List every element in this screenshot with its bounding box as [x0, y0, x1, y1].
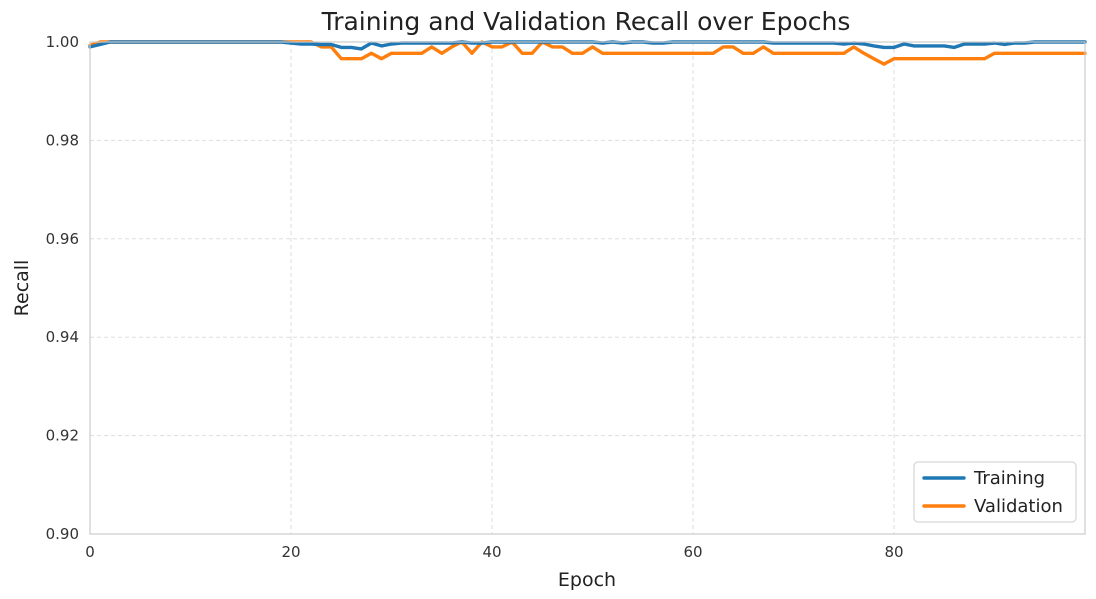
- y-tick-label: 0.92: [46, 427, 79, 445]
- y-tick-label: 0.90: [46, 525, 79, 543]
- y-tick-labels: 0.90 0.92 0.94 0.96 0.98 1.00: [46, 33, 79, 543]
- plot-frame: [89, 41, 1086, 535]
- grid-lines: [90, 42, 1085, 534]
- legend: Training Validation: [913, 461, 1077, 523]
- x-axis-label: Epoch: [558, 569, 616, 591]
- x-tick-label: 20: [281, 543, 300, 561]
- legend-label-validation: Validation: [974, 496, 1063, 517]
- x-tick-labels: 0 20 40 60 80: [85, 543, 903, 561]
- x-tick-label: 60: [683, 543, 702, 561]
- y-axis-label: Recall: [11, 260, 33, 317]
- y-tick-label: 1.00: [46, 33, 79, 51]
- x-tick-label: 40: [482, 543, 501, 561]
- y-tick-label: 0.94: [46, 328, 79, 346]
- y-tick-label: 0.96: [46, 230, 79, 248]
- series-line-training: [88, 40, 1087, 51]
- x-tick-label: 0: [85, 543, 95, 561]
- x-tick-label: 80: [884, 543, 903, 561]
- legend-label-training: Training: [973, 468, 1045, 489]
- y-tick-label: 0.98: [46, 131, 79, 149]
- chart-title: Training and Validation Recall over Epoc…: [321, 7, 851, 36]
- series-lines: [88, 40, 1087, 66]
